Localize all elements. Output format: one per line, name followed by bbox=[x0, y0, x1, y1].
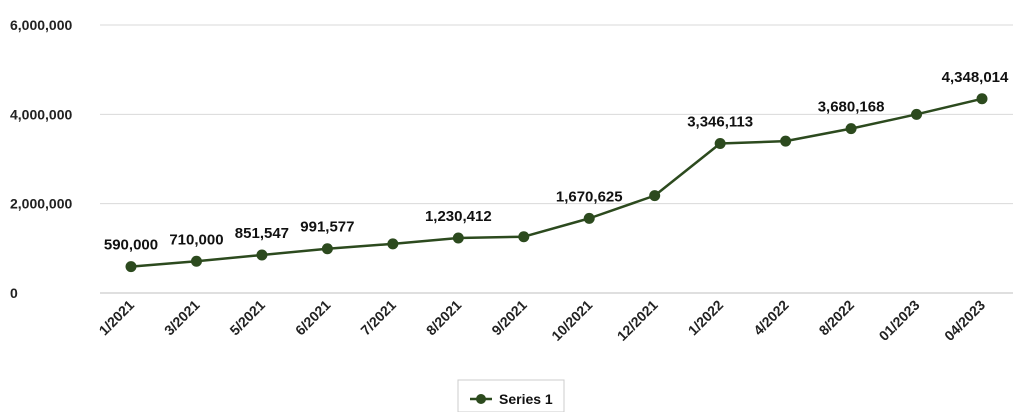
data-label: 991,577 bbox=[300, 219, 354, 236]
x-tick-label: 04/2023 bbox=[941, 297, 988, 344]
data-point bbox=[190, 255, 202, 267]
gridlines bbox=[100, 24, 1013, 294]
data-label: 851,547 bbox=[235, 225, 289, 242]
data-point bbox=[780, 135, 792, 147]
data-point bbox=[714, 138, 726, 150]
data-point bbox=[321, 243, 333, 255]
x-axis-tick-labels: 1/2021 3/2021 5/2021 6/2021 7/2021 8/2021 9/20… bbox=[96, 297, 989, 344]
series-line bbox=[130, 97, 983, 268]
x-tick-label: 9/2021 bbox=[488, 297, 530, 339]
data-labels: 590,000 710,000 851,547 991,577 1,230,412 1,6… bbox=[104, 69, 1009, 254]
x-tick-label: 1/2022 bbox=[685, 297, 727, 339]
legend-marker bbox=[476, 394, 486, 404]
x-tick-label: 8/2022 bbox=[816, 297, 858, 339]
data-point bbox=[911, 108, 923, 120]
x-tick-label: 01/2023 bbox=[876, 297, 923, 344]
x-tick-label: 5/2021 bbox=[226, 297, 268, 339]
y-tick-label: 6,000,000 bbox=[10, 17, 72, 33]
y-tick-label: 4,000,000 bbox=[10, 106, 72, 122]
data-point bbox=[976, 93, 988, 105]
y-tick-label: 0 bbox=[10, 285, 18, 301]
legend: Series 1 bbox=[457, 379, 565, 412]
data-label: 710,000 bbox=[169, 231, 223, 248]
x-tick-label: 1/2021 bbox=[96, 297, 138, 339]
data-point bbox=[518, 231, 530, 243]
data-point bbox=[583, 212, 595, 224]
data-label: 3,680,168 bbox=[818, 99, 885, 116]
x-tick-label: 12/2021 bbox=[614, 297, 661, 344]
data-points bbox=[125, 93, 988, 273]
y-axis-tick-labels: 0 2,000,000 4,000,000 6,000,000 bbox=[10, 17, 72, 301]
data-label: 3,346,113 bbox=[687, 114, 753, 131]
legend-label: Series 1 bbox=[499, 391, 553, 407]
x-tick-label: 4/2022 bbox=[750, 297, 792, 339]
data-point bbox=[452, 232, 464, 244]
data-point bbox=[845, 123, 857, 135]
data-point bbox=[125, 261, 137, 273]
x-tick-label: 6/2021 bbox=[292, 297, 334, 339]
data-label: 1,230,412 bbox=[425, 208, 492, 225]
x-tick-label: 8/2021 bbox=[423, 297, 465, 339]
series-line-group bbox=[130, 97, 983, 268]
x-tick-label: 7/2021 bbox=[357, 297, 399, 339]
x-tick-label: 10/2021 bbox=[548, 297, 595, 344]
data-point bbox=[387, 238, 399, 250]
data-point bbox=[649, 190, 661, 202]
data-label: 4,348,014 bbox=[942, 69, 1009, 86]
y-tick-label: 2,000,000 bbox=[10, 196, 72, 212]
legend-box bbox=[457, 379, 565, 412]
data-point bbox=[256, 249, 268, 261]
data-label: 1,670,625 bbox=[556, 188, 623, 205]
data-label: 590,000 bbox=[104, 237, 158, 254]
x-tick-label: 3/2021 bbox=[161, 297, 203, 339]
